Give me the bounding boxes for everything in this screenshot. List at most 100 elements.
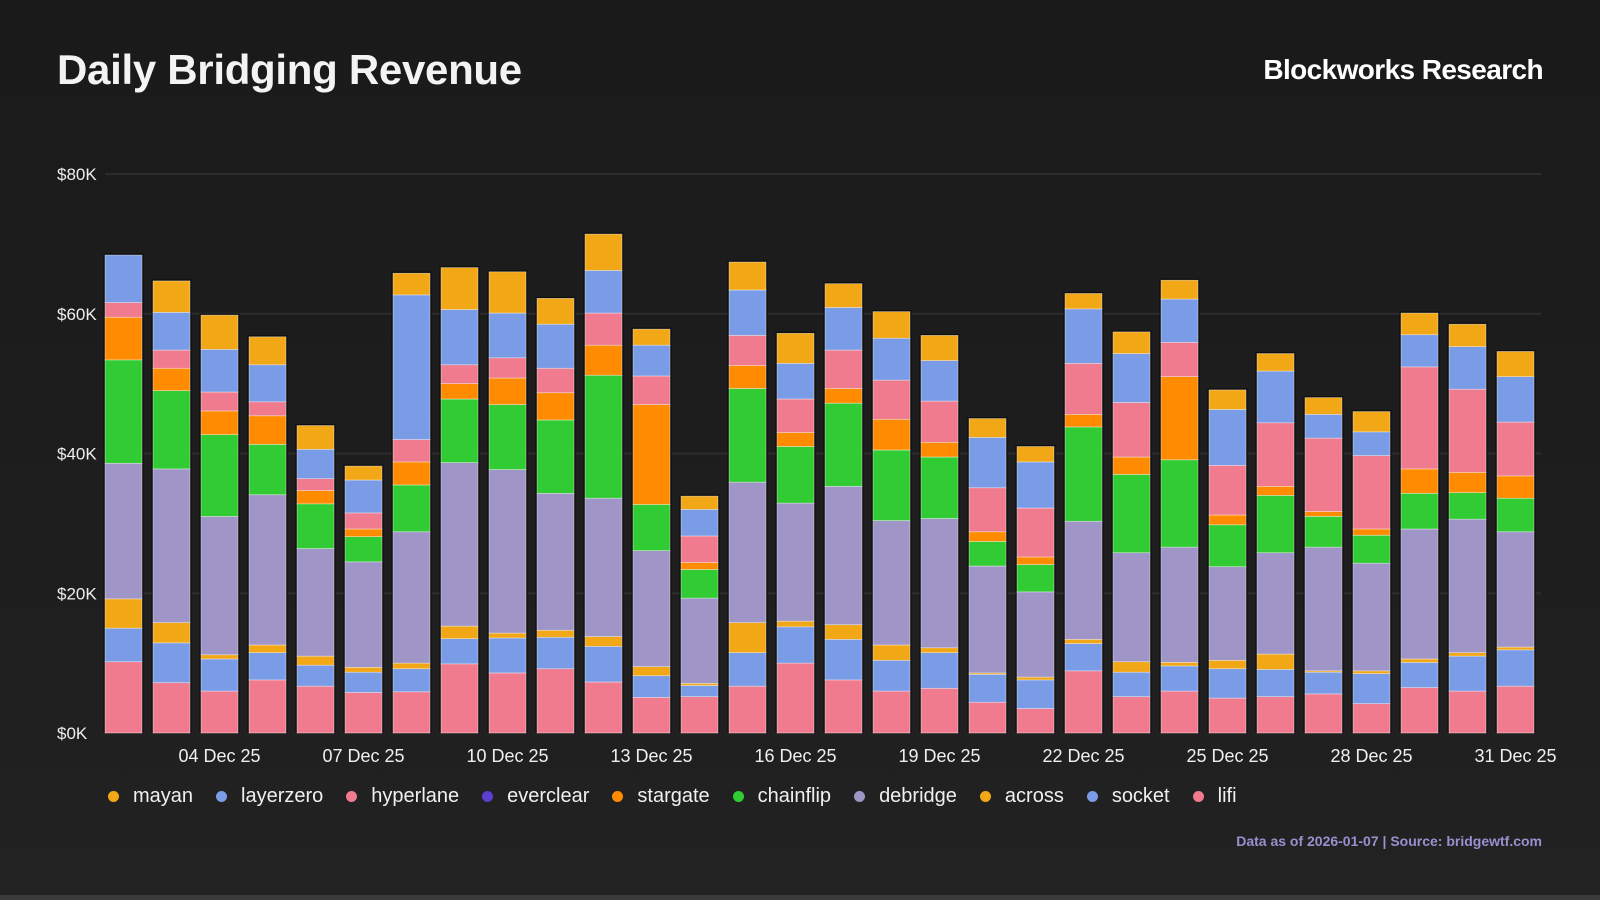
bar-stack[interactable] (1303, 396, 1344, 734)
bar-segment-stargate[interactable] (104, 316, 143, 361)
bar-segment-lifi[interactable] (1112, 696, 1151, 734)
bar-segment-hyperlane[interactable] (968, 487, 1007, 533)
bar-segment-socket[interactable] (248, 652, 287, 681)
bar-segment-socket[interactable] (872, 659, 911, 692)
legend-item-debridge[interactable]: debridge (854, 785, 957, 808)
bar-segment-debridge[interactable] (1256, 552, 1295, 655)
bar-stack[interactable] (1495, 349, 1536, 734)
bar-segment-hyperlane[interactable] (1112, 402, 1151, 458)
bar-stack[interactable] (151, 279, 192, 734)
bar-segment-layerzero[interactable] (680, 509, 719, 537)
bar-segment-socket[interactable] (968, 673, 1007, 703)
bar-segment-socket[interactable] (1016, 679, 1055, 709)
bar-segment-lifi[interactable] (392, 691, 431, 734)
bar-segment-stargate[interactable] (1112, 456, 1151, 475)
bar-segment-across[interactable] (392, 662, 431, 670)
bar-segment-mayan[interactable] (1304, 397, 1343, 415)
bar-segment-mayan[interactable] (440, 267, 479, 310)
bar-segment-debridge[interactable] (248, 494, 287, 646)
bar-segment-chainflip[interactable] (1208, 524, 1247, 568)
bar-segment-layerzero[interactable] (728, 289, 767, 336)
bar-segment-socket[interactable] (680, 685, 719, 698)
bar-segment-chainflip[interactable] (1448, 492, 1487, 520)
bar-segment-hyperlane[interactable] (680, 535, 719, 563)
bar-segment-lifi[interactable] (680, 696, 719, 734)
bar-segment-layerzero[interactable] (440, 309, 479, 366)
bar-segment-across[interactable] (440, 625, 479, 640)
bar-segment-hyperlane[interactable] (1304, 437, 1343, 512)
bar-segment-socket[interactable] (728, 652, 767, 687)
bar-segment-debridge[interactable] (824, 485, 863, 626)
bar-segment-hyperlane[interactable] (872, 379, 911, 420)
bar-segment-layerzero[interactable] (200, 349, 239, 393)
bar-segment-socket[interactable] (440, 638, 479, 665)
bar-segment-lifi[interactable] (824, 679, 863, 734)
bar-segment-debridge[interactable] (1016, 591, 1055, 678)
bar-segment-stargate[interactable] (296, 490, 335, 505)
bar-segment-socket[interactable] (920, 652, 959, 689)
bar-segment-stargate[interactable] (152, 367, 191, 391)
bar-segment-chainflip[interactable] (824, 402, 863, 487)
legend-item-hyperlane[interactable]: hyperlane (346, 785, 459, 808)
bar-segment-socket[interactable] (200, 658, 239, 692)
bar-segment-hyperlane[interactable] (920, 400, 959, 443)
bar-segment-layerzero[interactable] (344, 479, 383, 514)
bar-stack[interactable] (487, 270, 528, 734)
bar-stack[interactable] (583, 232, 624, 734)
bar-segment-socket[interactable] (1448, 655, 1487, 692)
bar-segment-mayan[interactable] (536, 298, 575, 325)
bar-segment-layerzero[interactable] (632, 344, 671, 377)
bar-segment-across[interactable] (488, 632, 527, 639)
bar-segment-hyperlane[interactable] (488, 357, 527, 379)
bar-segment-lifi[interactable] (440, 663, 479, 734)
bar-segment-hyperlane[interactable] (584, 312, 623, 346)
bar-segment-chainflip[interactable] (920, 456, 959, 519)
bar-segment-socket[interactable] (1064, 643, 1103, 672)
bar-segment-chainflip[interactable] (1256, 495, 1295, 554)
bar-segment-lifi[interactable] (248, 679, 287, 734)
bar-segment-stargate[interactable] (872, 418, 911, 451)
bar-stack[interactable] (631, 327, 672, 734)
bar-stack[interactable] (1255, 352, 1296, 734)
bar-segment-socket[interactable] (392, 668, 431, 693)
bar-segment-hyperlane[interactable] (440, 364, 479, 384)
bar-segment-mayan[interactable] (824, 283, 863, 308)
bar-segment-layerzero[interactable] (1304, 414, 1343, 439)
bar-segment-hyperlane[interactable] (296, 478, 335, 491)
bar-stack[interactable] (1207, 388, 1248, 734)
bar-segment-debridge[interactable] (920, 518, 959, 649)
bar-segment-lifi[interactable] (584, 681, 623, 734)
bar-segment-mayan[interactable] (1160, 279, 1199, 300)
bar-segment-stargate[interactable] (1400, 468, 1439, 494)
bar-segment-stargate[interactable] (200, 410, 239, 435)
bar-segment-socket[interactable] (152, 642, 191, 684)
bar-segment-layerzero[interactable] (584, 270, 623, 314)
bar-segment-chainflip[interactable] (1496, 497, 1535, 533)
bar-segment-debridge[interactable] (392, 531, 431, 664)
bar-segment-stargate[interactable] (248, 415, 287, 445)
bar-segment-layerzero[interactable] (824, 307, 863, 351)
bar-stack[interactable] (247, 335, 288, 734)
bar-segment-hyperlane[interactable] (1352, 455, 1391, 530)
bar-segment-lifi[interactable] (1064, 670, 1103, 734)
bar-segment-stargate[interactable] (1448, 472, 1487, 493)
bar-segment-chainflip[interactable] (1352, 534, 1391, 564)
bar-segment-across[interactable] (1112, 661, 1151, 673)
bar-stack[interactable] (295, 424, 336, 734)
bar-stack[interactable] (1015, 445, 1056, 734)
bar-segment-mayan[interactable] (1016, 446, 1055, 463)
bar-segment-hyperlane[interactable] (1016, 507, 1055, 558)
bar-segment-across[interactable] (1208, 659, 1247, 670)
legend-item-layerzero[interactable]: layerzero (216, 785, 323, 808)
bar-segment-stargate[interactable] (1160, 376, 1199, 461)
bar-segment-mayan[interactable] (776, 332, 815, 364)
bar-segment-across[interactable] (104, 598, 143, 629)
bar-segment-stargate[interactable] (344, 528, 383, 538)
bar-segment-lifi[interactable] (1496, 685, 1535, 734)
bar-segment-layerzero[interactable] (152, 312, 191, 351)
bar-segment-socket[interactable] (1400, 662, 1439, 688)
bar-segment-stargate[interactable] (968, 531, 1007, 542)
bar-segment-stargate[interactable] (1496, 475, 1535, 499)
bar-stack[interactable] (1111, 330, 1152, 734)
bar-segment-lifi[interactable] (488, 672, 527, 734)
